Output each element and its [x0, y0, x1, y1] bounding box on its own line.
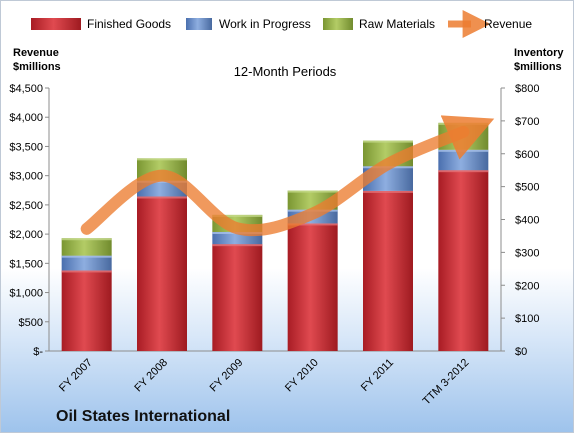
legend-swatch-finished-goods: [31, 18, 81, 30]
company-name: Oil States International: [56, 408, 230, 425]
legend-label-finished-goods: Finished Goods: [87, 17, 171, 31]
left-axis-tick-label: $-: [33, 346, 43, 358]
bar-raw-materials-highlight: [363, 140, 413, 143]
bar-work-in-progress-highlight: [137, 180, 187, 183]
left-axis-tick-label: $4,000: [9, 112, 43, 124]
bar-finished-goods: [137, 196, 187, 351]
legend-item-revenue: Revenue: [448, 10, 532, 38]
bar-finished-goods: [363, 190, 413, 351]
bar-finished-goods-highlight: [287, 223, 338, 226]
right-axis-tick-label: $100: [515, 313, 539, 325]
bar-raw-materials: [61, 238, 112, 256]
bar-raw-materials-highlight: [61, 238, 112, 241]
bar-finished-goods-highlight: [438, 170, 489, 173]
bar-raw-materials-highlight: [438, 122, 489, 125]
legend-swatch-raw-materials: [323, 18, 353, 30]
bar-finished-goods-highlight: [61, 270, 112, 273]
legend-item-finished-goods: Finished Goods: [31, 17, 171, 31]
x-axis-label: TTM 3-2012: [421, 357, 472, 408]
bar-raw-materials-highlight: [287, 190, 338, 193]
left-axis-title-line1: Revenue: [13, 47, 59, 59]
left-axis-title-line2: $millions: [13, 61, 61, 73]
bar-finished-goods-highlight: [212, 244, 263, 247]
x-axis-label: FY 2007: [57, 357, 95, 395]
revenue-line: [80, 115, 495, 237]
legend-label-work-in-progress: Work in Progress: [219, 17, 311, 31]
x-axis-label: FY 2008: [132, 357, 170, 395]
right-axis-tick-label: $300: [515, 247, 539, 259]
legend-label-revenue: Revenue: [484, 17, 532, 31]
bar-finished-goods: [212, 244, 263, 351]
legend-swatch-work-in-progress: [186, 18, 212, 30]
legend-item-raw-materials: Raw Materials: [323, 17, 435, 31]
bar-work-in-progress-highlight: [61, 255, 112, 258]
x-axis-label: FY 2010: [283, 357, 321, 395]
legend: Finished Goods Work in Progress Raw Mate…: [31, 10, 532, 38]
legend-label-raw-materials: Raw Materials: [359, 17, 435, 31]
left-axis-tick-label: $2,500: [9, 200, 43, 212]
left-axis-tick-label: $3,500: [9, 141, 43, 153]
right-axis-tick-label: $700: [515, 116, 539, 128]
bar-finished-goods-highlight: [363, 190, 413, 193]
bar-finished-goods: [287, 223, 338, 351]
left-axis-tick-label: $3,000: [9, 171, 43, 183]
left-axis-tick-label: $1,000: [9, 288, 43, 300]
right-axis-tick-label: $800: [515, 83, 539, 95]
legend-item-work-in-progress: Work in Progress: [186, 17, 311, 31]
revenue-line-group: [80, 115, 495, 237]
right-axis-title-line1: Inventory: [514, 47, 564, 59]
left-axis-tick-label: $2,000: [9, 229, 43, 241]
right-axis-ticks: $0 $100 $200 $300 $400 $500 $600 $700 $800: [501, 83, 539, 358]
bar-finished-goods: [438, 170, 489, 351]
bar-work-in-progress-highlight: [438, 149, 489, 152]
right-axis-tick-label: $500: [515, 182, 539, 194]
left-axis-ticks: $- $500 $1,000 $1,500 $2,000 $2,500 $3,000 $3,5…: [9, 83, 49, 358]
right-axis-title-line2: $millions: [514, 61, 562, 73]
bar-finished-goods: [61, 270, 112, 351]
x-axis-label: FY 2011: [359, 357, 396, 394]
bar-finished-goods-highlight: [137, 196, 187, 199]
right-axis-tick-label: $200: [515, 280, 539, 292]
left-axis-tick-label: $1,500: [9, 258, 43, 270]
bar-work-in-progress: [61, 255, 112, 271]
right-axis-tick-label: $400: [515, 215, 539, 227]
right-axis-tick-label: $600: [515, 149, 539, 161]
right-axis-tick-label: $0: [515, 346, 527, 358]
x-axis-label: FY 2009: [208, 357, 246, 395]
bar-raw-materials-highlight: [212, 214, 263, 217]
bar-raw-materials-highlight: [137, 158, 187, 161]
chart-title: 12-Month Periods: [234, 64, 337, 79]
bar-work-in-progress: [438, 149, 489, 171]
left-axis-tick-label: $4,500: [9, 83, 43, 95]
bars: [61, 122, 489, 351]
x-axis-labels: FY 2007 FY 2008 FY 2009 FY 2010 FY 2011 TTM 3…: [57, 357, 471, 408]
left-axis-tick-label: $500: [19, 317, 43, 329]
